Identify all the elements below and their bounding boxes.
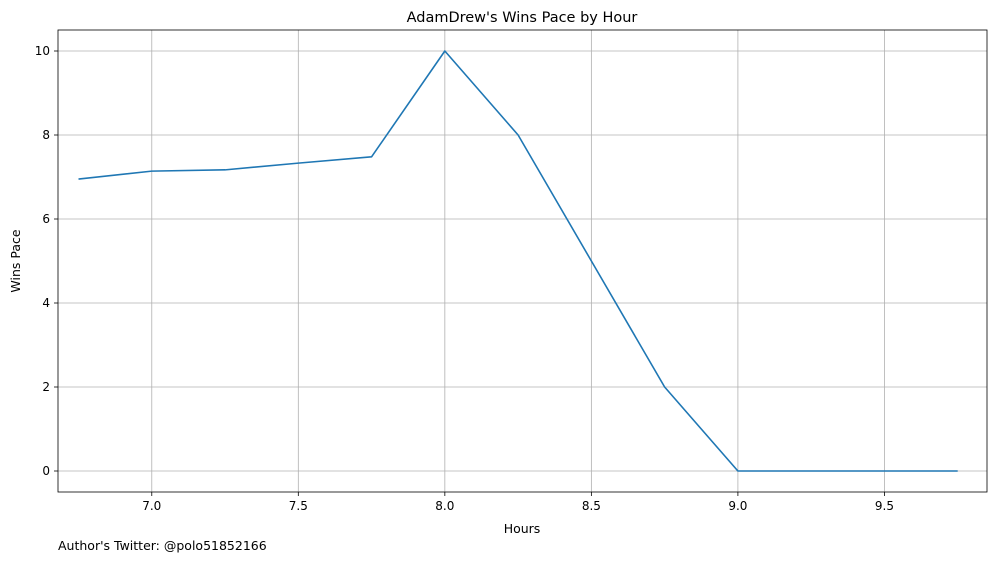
x-tick-label: 8.0 <box>435 499 454 513</box>
x-axis-label: Hours <box>504 521 541 536</box>
y-tick-label: 0 <box>42 464 50 478</box>
ticks: 7.0 7.5 8.0 8.5 9.0 9.5 0 2 4 6 8 10 <box>35 44 894 513</box>
x-tick-label: 7.0 <box>142 499 161 513</box>
y-tick-label: 8 <box>42 128 50 142</box>
series-line <box>78 50 958 472</box>
chart-title: AdamDrew's Wins Pace by Hour <box>407 10 638 26</box>
y-tick-label: 10 <box>35 44 50 58</box>
x-tick-label: 9.0 <box>728 499 747 513</box>
y-tick-label: 4 <box>42 296 50 310</box>
axes <box>57 29 988 493</box>
y-tick-label: 2 <box>42 380 50 394</box>
y-tick-label: 6 <box>42 212 50 226</box>
series-layer <box>78 50 958 472</box>
x-tick-label: 7.5 <box>289 499 308 513</box>
x-tick-label: 8.5 <box>582 499 601 513</box>
plot-frame <box>57 29 988 493</box>
grid <box>58 30 987 492</box>
x-tick-label: 9.5 <box>875 499 894 513</box>
y-axis-label: Wins Pace <box>8 229 23 292</box>
author-twitter-note: Author's Twitter: @polo51852166 <box>58 538 267 553</box>
